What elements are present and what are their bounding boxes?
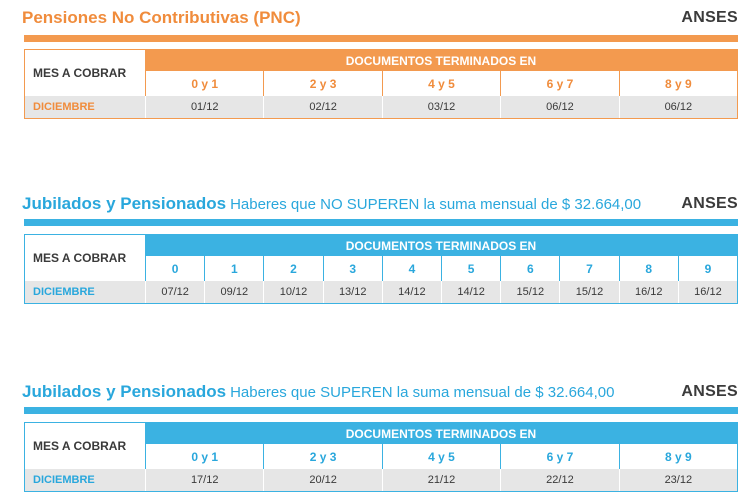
digit-cell: 8 — [618, 256, 678, 281]
date-cell: 22/12 — [500, 469, 618, 491]
digit-cell: 7 — [559, 256, 618, 281]
header-rule — [24, 407, 738, 414]
digit-cell: 4 — [381, 256, 441, 281]
date-cell: 23/12 — [618, 469, 737, 491]
mes-a-cobrar-label: MES A COBRAR — [25, 50, 145, 96]
date-cell: 15/12 — [500, 281, 559, 303]
anses-logo: ANSES — [681, 9, 738, 26]
month-cell: DICIEMBRE — [25, 469, 145, 491]
section-title: Jubilados y Pensionados Haberes que SUPER… — [22, 382, 615, 401]
section-header: Jubilados y Pensionados Haberes que NO SU… — [0, 192, 750, 218]
date-cell: 06/12 — [500, 96, 618, 118]
documentos-header: DOCUMENTOS TERMINADOS EN — [145, 235, 737, 256]
month-cell: DICIEMBRE — [25, 281, 145, 303]
digit-cell: 0 y 1 — [145, 444, 263, 469]
mes-a-cobrar-label: MES A COBRAR — [25, 235, 145, 281]
header-rule — [24, 35, 738, 42]
digit-cell: 1 — [204, 256, 263, 281]
section-subtitle: Haberes que SUPEREN la suma mensual de $… — [230, 384, 615, 401]
digit-row: 0 y 1 2 y 3 4 y 5 6 y 7 8 y 9 — [145, 444, 737, 469]
digit-cell: 2 y 3 — [263, 444, 381, 469]
digit-cell: 3 — [322, 256, 382, 281]
digit-cell: 5 — [441, 256, 500, 281]
date-cell: 16/12 — [677, 281, 737, 303]
digit-cell: 0 y 1 — [145, 71, 263, 96]
payment-schedule-table: MES A COBRAR DOCUMENTOS TERMINADOS EN 0 … — [24, 422, 738, 492]
date-cell: 07/12 — [145, 281, 204, 303]
digit-cell: 4 y 5 — [381, 444, 500, 469]
month-cell: DICIEMBRE — [25, 96, 145, 118]
digit-row: 0 1 2 3 4 5 6 7 8 9 — [145, 256, 737, 281]
date-cell: 03/12 — [381, 96, 500, 118]
digit-cell: 2 — [263, 256, 322, 281]
date-row: 17/12 20/12 21/12 22/12 23/12 — [145, 469, 737, 491]
date-row: 07/12 09/12 10/12 13/12 14/12 14/12 15/1… — [145, 281, 737, 303]
digit-cell: 0 — [145, 256, 204, 281]
date-cell: 16/12 — [618, 281, 678, 303]
payment-schedule-table: MES A COBRAR DOCUMENTOS TERMINADOS EN 0 … — [24, 49, 738, 119]
date-cell: 02/12 — [263, 96, 381, 118]
date-cell: 14/12 — [441, 281, 500, 303]
section-header: Pensiones No Contributivas (PNC) ANSES — [0, 6, 750, 32]
digit-row: 0 y 1 2 y 3 4 y 5 6 y 7 8 y 9 — [145, 71, 737, 96]
date-cell: 10/12 — [263, 281, 322, 303]
date-row: 01/12 02/12 03/12 06/12 06/12 — [145, 96, 737, 118]
payment-schedule-table: MES A COBRAR DOCUMENTOS TERMINADOS EN 0 … — [24, 234, 738, 304]
date-cell: 14/12 — [381, 281, 441, 303]
documentos-header: DOCUMENTOS TERMINADOS EN — [145, 50, 737, 71]
digit-cell: 8 y 9 — [618, 71, 737, 96]
digit-cell: 6 y 7 — [500, 444, 618, 469]
date-cell: 21/12 — [381, 469, 500, 491]
section-subtitle: Haberes que NO SUPEREN la suma mensual d… — [230, 196, 642, 213]
digit-cell: 6 y 7 — [500, 71, 618, 96]
anses-logo: ANSES — [681, 383, 738, 400]
section-title: Jubilados y Pensionados Haberes que NO SU… — [22, 194, 642, 213]
anses-logo: ANSES — [681, 195, 738, 212]
digit-cell: 6 — [500, 256, 559, 281]
date-cell: 01/12 — [145, 96, 263, 118]
date-cell: 20/12 — [263, 469, 381, 491]
digit-cell: 8 y 9 — [618, 444, 737, 469]
header-rule — [24, 219, 738, 226]
documentos-header: DOCUMENTOS TERMINADOS EN — [145, 423, 737, 444]
digit-cell: 4 y 5 — [381, 71, 500, 96]
date-cell: 17/12 — [145, 469, 263, 491]
section-title: Pensiones No Contributivas (PNC) — [22, 8, 301, 27]
section-header: Jubilados y Pensionados Haberes que SUPER… — [0, 380, 750, 406]
date-cell: 15/12 — [559, 281, 618, 303]
digit-cell: 2 y 3 — [263, 71, 381, 96]
date-cell: 09/12 — [204, 281, 263, 303]
mes-a-cobrar-label: MES A COBRAR — [25, 423, 145, 469]
date-cell: 06/12 — [618, 96, 737, 118]
digit-cell: 9 — [677, 256, 737, 281]
date-cell: 13/12 — [322, 281, 382, 303]
